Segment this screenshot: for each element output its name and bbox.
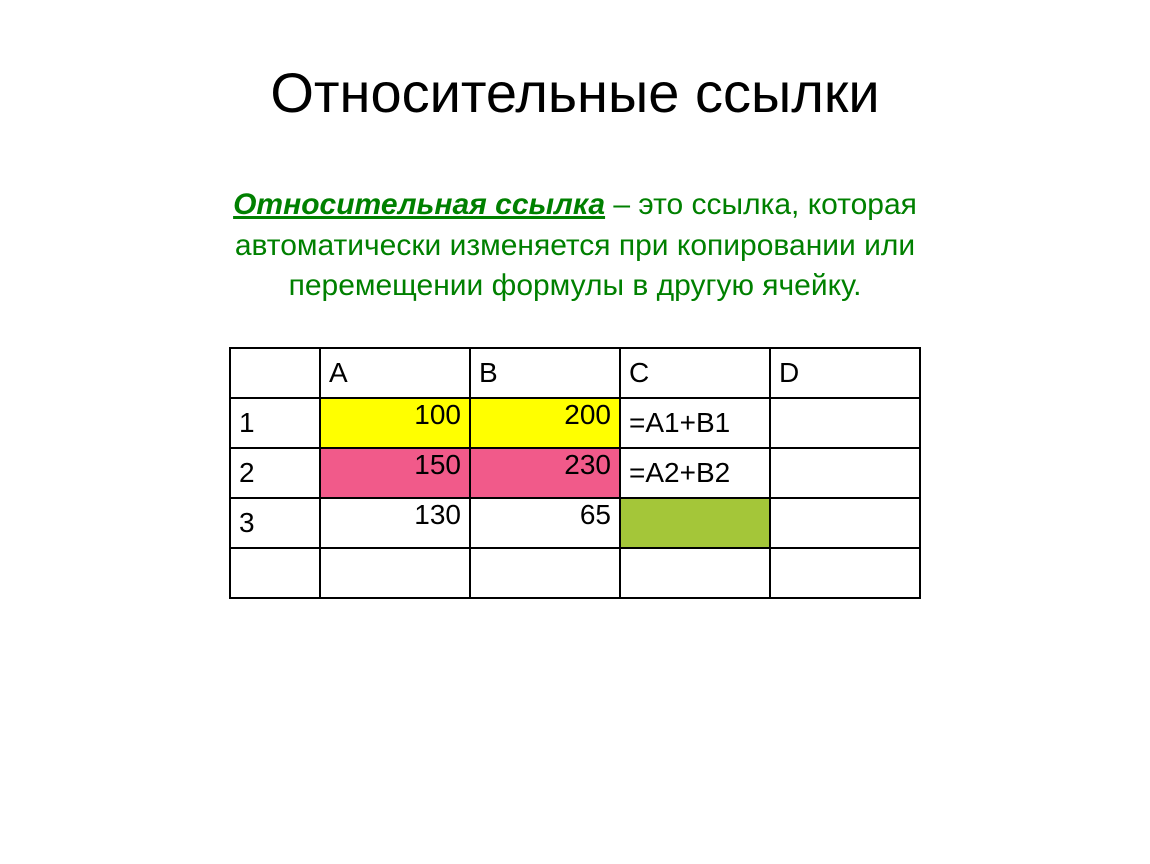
col-header: D	[770, 348, 920, 398]
cell: 200	[470, 398, 620, 448]
row-header	[230, 548, 320, 598]
cell: =A1+B1	[620, 398, 770, 448]
definition-term: Относительная ссылка	[233, 188, 605, 221]
spreadsheet-table: A B C D 1 100 200 =A1+B1 2 150 230 =A2+B…	[229, 347, 921, 599]
row-header: 2	[230, 448, 320, 498]
cell: 230	[470, 448, 620, 498]
cell: 130	[320, 498, 470, 548]
cell	[620, 548, 770, 598]
table-row: 1 100 200 =A1+B1	[230, 398, 920, 448]
cell	[770, 548, 920, 598]
col-header: A	[320, 348, 470, 398]
col-header: B	[470, 348, 620, 398]
cell: 65	[470, 498, 620, 548]
definition-text: Относительная ссылка – это ссылка, котор…	[195, 185, 955, 307]
corner-cell	[230, 348, 320, 398]
cell	[470, 548, 620, 598]
cell	[320, 548, 470, 598]
row-header: 1	[230, 398, 320, 448]
slide-title: Относительные ссылки	[0, 0, 1150, 155]
cell: 150	[320, 448, 470, 498]
cell	[770, 498, 920, 548]
table-row: 3 130 65	[230, 498, 920, 548]
table-row: 2 150 230 =A2+B2	[230, 448, 920, 498]
cell: =A2+B2	[620, 448, 770, 498]
table-row	[230, 548, 920, 598]
slide: Относительные ссылки Относительная ссылк…	[0, 0, 1150, 864]
col-header: C	[620, 348, 770, 398]
cell	[620, 498, 770, 548]
cell	[770, 448, 920, 498]
row-header: 3	[230, 498, 320, 548]
table-header-row: A B C D	[230, 348, 920, 398]
cell	[770, 398, 920, 448]
cell: 100	[320, 398, 470, 448]
